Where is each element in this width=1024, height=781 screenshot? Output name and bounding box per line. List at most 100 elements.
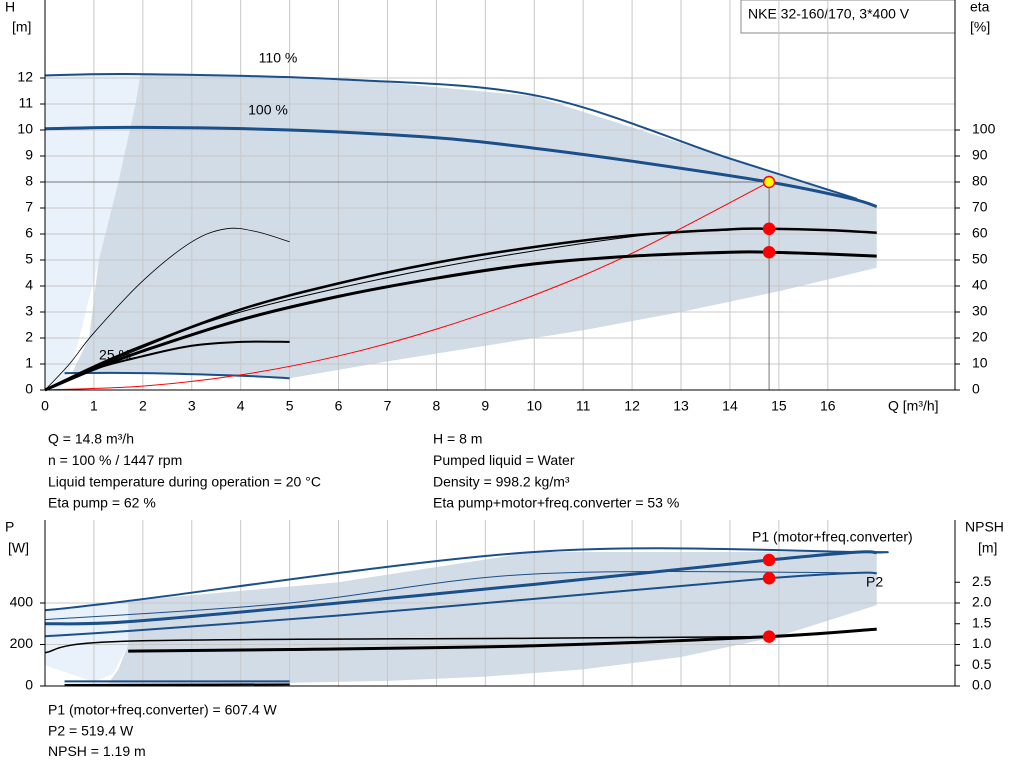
chart-title: NKE 32-160/170, 3*400 V bbox=[748, 6, 910, 22]
y-tick-label: 0 bbox=[25, 381, 33, 397]
y-tick-label: 12 bbox=[17, 69, 33, 85]
curve bbox=[128, 627, 877, 653]
x-tick-label: 15 bbox=[771, 398, 787, 414]
y-tick-label: 7 bbox=[25, 199, 33, 215]
marks-layer bbox=[762, 175, 776, 643]
y2-tick-label: 20 bbox=[972, 329, 988, 345]
operating-range bbox=[45, 600, 129, 682]
x-tick-label: 11 bbox=[576, 398, 591, 414]
y-tick-label: 4 bbox=[25, 277, 33, 293]
y2-tick-label: 60 bbox=[972, 225, 988, 241]
x-tick-label: 13 bbox=[673, 398, 689, 414]
x-axis-label: Q [m³/h] bbox=[888, 398, 939, 414]
operating-range bbox=[71, 74, 877, 379]
y2-tick-label: 90 bbox=[972, 147, 988, 163]
curve-name: P1 (motor+freq.converter) bbox=[752, 529, 913, 545]
y2-tick-label: 1.0 bbox=[972, 635, 992, 651]
y-tick-label: 5 bbox=[25, 251, 33, 267]
y2-tick-label: 2.0 bbox=[972, 594, 992, 610]
y-tick-label: 3 bbox=[25, 303, 33, 319]
info-text: Pumped liquid = Water bbox=[433, 452, 575, 468]
y2-tick-label: 1.5 bbox=[972, 614, 992, 630]
x-tick-label: 0 bbox=[41, 398, 49, 414]
curve-name: P2 bbox=[866, 574, 883, 590]
y2-tick-label: 2.5 bbox=[972, 573, 992, 589]
curve bbox=[44, 72, 858, 200]
x-tick-label: 8 bbox=[432, 398, 440, 414]
curve bbox=[64, 683, 290, 686]
y-tick-label: 2 bbox=[25, 329, 33, 345]
operating-range bbox=[45, 74, 141, 390]
curve bbox=[44, 570, 877, 621]
y2-tick-label: 70 bbox=[972, 199, 988, 215]
x-tick-label: 12 bbox=[624, 398, 640, 414]
y-tick-label: 11 bbox=[18, 95, 33, 111]
y-tick-label: 0 bbox=[25, 677, 33, 693]
x-tick-label: 10 bbox=[526, 398, 542, 414]
y-axis-unit: [W] bbox=[8, 540, 29, 556]
x-tick-label: 6 bbox=[335, 398, 343, 414]
y2-axis-label: eta bbox=[970, 0, 990, 15]
y2-tick-label: 50 bbox=[972, 251, 988, 267]
y2-tick-label: 30 bbox=[972, 303, 988, 319]
x-tick-label: 5 bbox=[286, 398, 294, 414]
x-tick-label: 7 bbox=[384, 398, 392, 414]
labels-layer: 0 1 2 3 4 5 6 7 8 9 10 11 12 13 14 15 160123456789101112… bbox=[10, 0, 996, 759]
y-axis-label: H bbox=[5, 0, 15, 15]
y2-tick-label: 80 bbox=[972, 173, 988, 189]
info-text: NPSH = 1.19 m bbox=[48, 743, 146, 759]
info-text: H = 8 m bbox=[433, 431, 482, 447]
y-axis-unit: [m] bbox=[12, 19, 31, 35]
curve-label: 100 % bbox=[248, 102, 288, 118]
lines-layer bbox=[44, 72, 889, 686]
curve bbox=[64, 371, 290, 380]
curve bbox=[44, 550, 877, 626]
y2-tick-label: 0.5 bbox=[972, 656, 992, 672]
info-text: Q = 14.8 m³/h bbox=[48, 431, 134, 447]
duty-point bbox=[762, 222, 776, 236]
y-tick-label: 10 bbox=[17, 121, 33, 137]
y2-tick-label: 40 bbox=[972, 277, 988, 293]
y-tick-label: 1 bbox=[25, 355, 33, 371]
y-tick-label: 9 bbox=[25, 147, 33, 163]
x-tick-label: 14 bbox=[722, 398, 738, 414]
y2-axis-label: NPSH bbox=[965, 519, 1004, 535]
y-axis-label: P bbox=[5, 519, 14, 535]
duty-point bbox=[762, 553, 776, 567]
info-text: P1 (motor+freq.converter) = 607.4 W bbox=[48, 702, 278, 718]
curve bbox=[44, 635, 770, 654]
curve bbox=[44, 181, 770, 391]
curve-label: 25 % bbox=[99, 347, 131, 363]
y2-tick-label: 0 bbox=[972, 381, 980, 397]
x-tick-label: 1 bbox=[90, 398, 98, 414]
curve bbox=[44, 571, 877, 638]
curve-label: 110 % bbox=[259, 50, 298, 66]
duty-point bbox=[762, 245, 776, 259]
info-text: Liquid temperature during operation = 20… bbox=[48, 473, 321, 489]
duty-point bbox=[762, 630, 776, 643]
info-text: Eta pump = 62 % bbox=[48, 495, 156, 511]
duty-point bbox=[762, 571, 776, 585]
y2-axis-unit: [m] bbox=[978, 540, 997, 556]
curve bbox=[44, 125, 878, 209]
info-text: P2 = 519.4 W bbox=[48, 722, 134, 738]
y-tick-label: 200 bbox=[10, 635, 34, 651]
y-tick-label: 6 bbox=[25, 225, 33, 241]
y2-tick-label: 10 bbox=[972, 355, 988, 371]
duty-point bbox=[762, 175, 776, 189]
x-tick-label: 3 bbox=[188, 398, 196, 414]
info-text: n = 100 % / 1447 rpm bbox=[48, 452, 182, 468]
x-tick-label: 16 bbox=[820, 398, 836, 414]
areas-layer bbox=[45, 74, 877, 683]
x-tick-label: 4 bbox=[237, 398, 245, 414]
y2-axis-unit: [%] bbox=[970, 19, 990, 35]
info-text: Density = 998.2 kg/m³ bbox=[433, 473, 570, 489]
grid-layer bbox=[44, 0, 955, 687]
curve bbox=[44, 340, 290, 391]
y2-tick-label: 100 bbox=[972, 121, 996, 137]
y-tick-label: 8 bbox=[25, 173, 33, 189]
curve bbox=[44, 229, 730, 391]
x-tick-label: 9 bbox=[481, 398, 489, 414]
curve bbox=[44, 227, 290, 391]
